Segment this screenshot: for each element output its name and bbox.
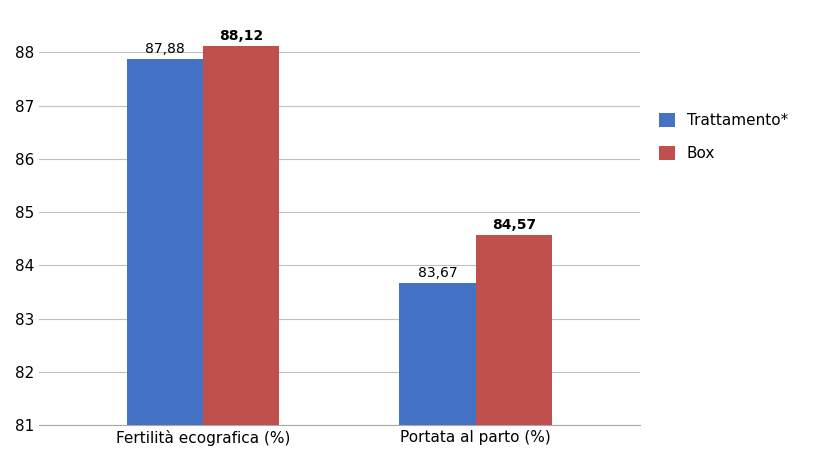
Bar <box>399 283 475 461</box>
Legend: Trattamento*, Box: Trattamento*, Box <box>658 113 787 161</box>
Bar <box>126 59 203 461</box>
Bar <box>475 235 552 461</box>
Text: 84,57: 84,57 <box>491 219 536 232</box>
Bar <box>203 46 279 461</box>
Text: 87,88: 87,88 <box>145 42 184 56</box>
Text: 88,12: 88,12 <box>219 29 263 43</box>
Text: 83,67: 83,67 <box>418 266 457 280</box>
